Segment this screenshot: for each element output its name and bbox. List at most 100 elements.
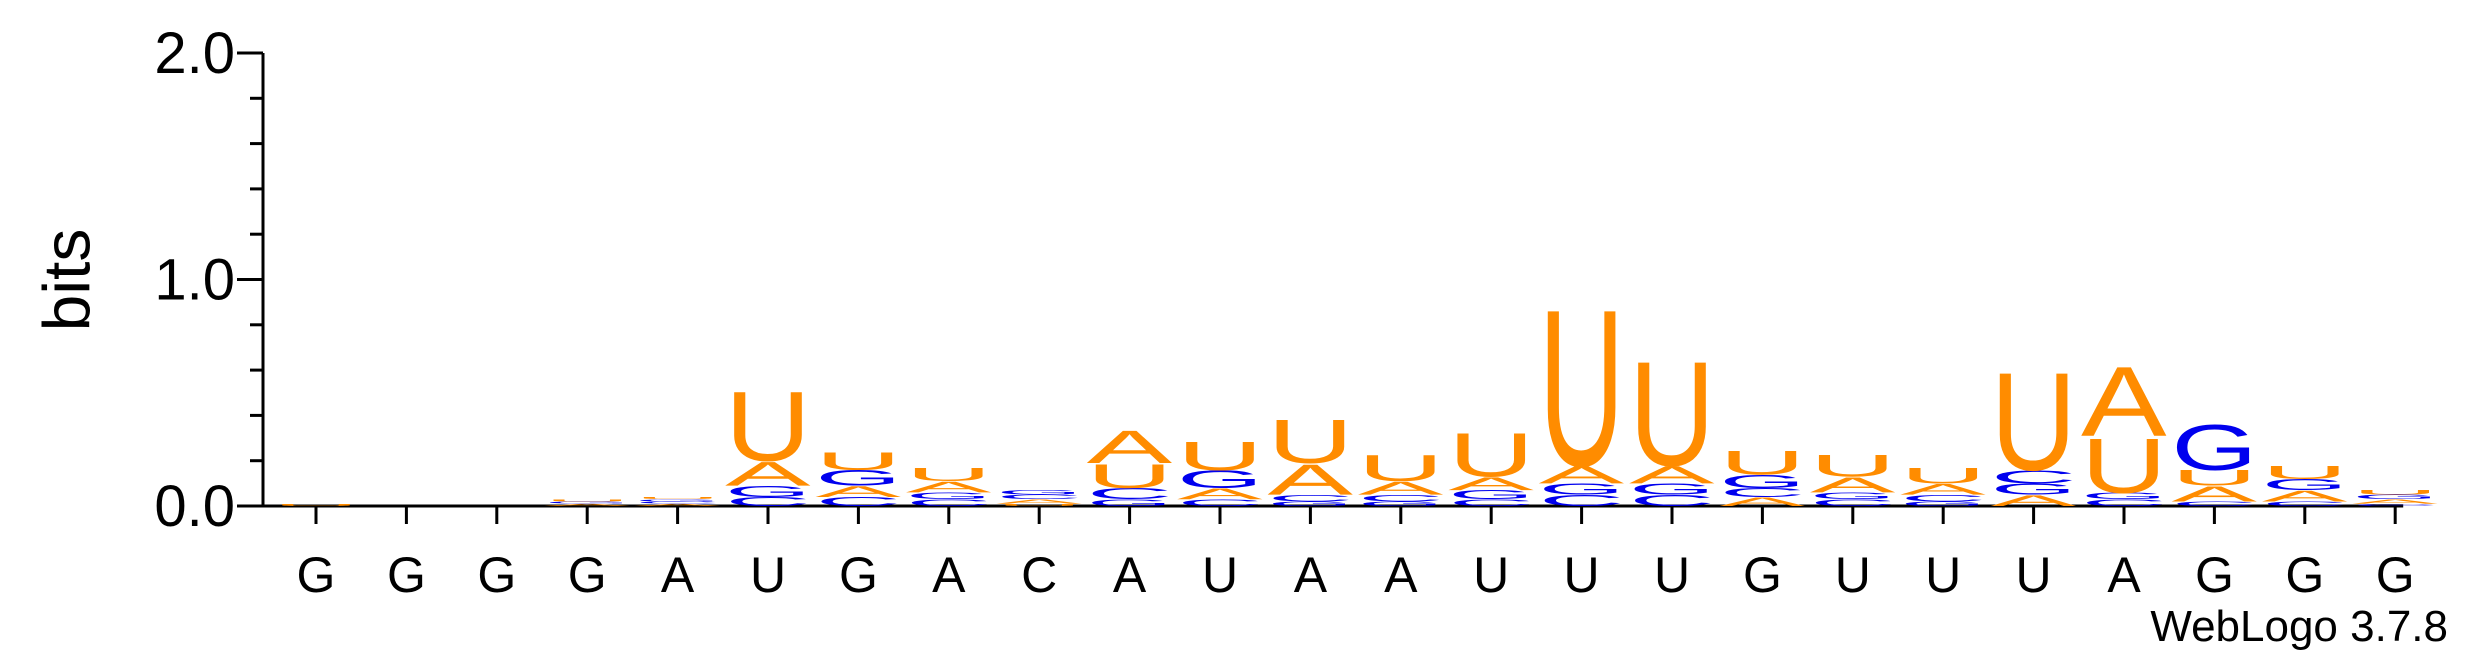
x-tick-label: A xyxy=(661,547,695,603)
logo-letter: C xyxy=(1810,498,1896,508)
footer: WebLogo 3.7.8 xyxy=(2150,602,2448,651)
x-tick-label: G xyxy=(839,547,878,603)
logo-letter: G xyxy=(725,483,811,500)
logo-letter: G xyxy=(1719,471,1805,492)
logo-letter: U xyxy=(1358,447,1444,489)
logo-letter: U xyxy=(2171,466,2257,490)
logo-letter: U xyxy=(635,496,721,499)
logo-letter: G xyxy=(1991,481,2077,498)
logo-letter: A xyxy=(906,478,992,495)
logo-letter: U xyxy=(2262,462,2348,483)
x-tick-label: G xyxy=(297,547,336,603)
logo-letter: C xyxy=(1267,493,1353,503)
logo-letter: U xyxy=(544,499,630,502)
logo-letter: C xyxy=(1358,493,1444,503)
logo-letter: C xyxy=(2352,503,2438,506)
logo-letter: U xyxy=(725,372,811,483)
logo-letter: U xyxy=(2352,489,2438,496)
x-tick-label: A xyxy=(932,547,966,603)
logo-letter: U xyxy=(906,464,992,485)
logo-letter: A xyxy=(1539,461,1625,489)
x-tick-label: U xyxy=(750,547,786,603)
logo-letter: C xyxy=(1991,467,2077,488)
logo-letter: G xyxy=(2171,412,2257,485)
y-tick-label: 0.0 xyxy=(154,474,235,539)
logo-letter: G xyxy=(1900,500,1986,507)
logo-letter: A xyxy=(2352,498,2438,505)
logo-letter: C xyxy=(815,495,901,509)
logo-letter: C xyxy=(1629,492,1715,509)
logo-letter: A xyxy=(1991,492,2077,509)
x-tick-label: G xyxy=(1743,547,1782,603)
x-tick-label: U xyxy=(1473,547,1509,603)
logo-letter: C xyxy=(1087,485,1173,502)
logo-letter: G xyxy=(2262,476,2348,493)
logo-letter: C xyxy=(1539,492,1625,509)
logo-letter: G xyxy=(906,491,992,501)
logo-letter: U xyxy=(1900,464,1986,488)
logo-letter: G xyxy=(815,466,901,490)
x-tick-label: C xyxy=(1021,547,1057,603)
logo-letter: A xyxy=(725,455,811,493)
x-tick-label: G xyxy=(568,547,607,603)
logo-letter: U xyxy=(273,503,359,506)
logo-letter: G xyxy=(1267,500,1353,507)
logo-letter: C xyxy=(1448,498,1534,508)
y-tick-label: 1.0 xyxy=(154,248,235,313)
logo-letter: A xyxy=(2081,347,2167,458)
logo-letter: A xyxy=(1358,478,1444,499)
logo-letter: A xyxy=(1448,473,1534,494)
logo-letter: A xyxy=(815,483,901,500)
x-tick-label: U xyxy=(1654,547,1690,603)
logo-letter: C xyxy=(1719,486,1805,500)
x-tick-label: U xyxy=(1202,547,1238,603)
logo-letter: A xyxy=(1629,461,1715,489)
x-tick-label: A xyxy=(1384,547,1418,603)
logo-letter: U xyxy=(2081,423,2167,510)
logo-letter: A xyxy=(1087,421,1173,473)
logo-letter: C xyxy=(635,501,721,504)
logo-letter: U xyxy=(1448,421,1534,490)
x-tick-label: G xyxy=(2195,547,2234,603)
x-tick-label: U xyxy=(1835,547,1871,603)
logo-letter: G xyxy=(1087,498,1173,508)
logo-letter: U xyxy=(1267,407,1353,476)
logo-letter: G xyxy=(996,489,1082,496)
x-tick-label: G xyxy=(477,547,516,603)
x-tick-label: G xyxy=(2376,547,2415,603)
logo-letter: G xyxy=(1629,481,1715,498)
logo-letter: U xyxy=(1539,263,1625,513)
logo-letter: C xyxy=(2081,498,2167,508)
logo-letter: G xyxy=(544,501,630,504)
logo-letter: A xyxy=(1719,495,1805,509)
logo-letter: G xyxy=(1539,481,1625,498)
logo-letter: G xyxy=(2352,494,2438,501)
x-tick-label: U xyxy=(1564,547,1600,603)
logo-letter: C xyxy=(1177,498,1263,508)
logo-letter: C xyxy=(725,495,811,509)
logo-letter: U xyxy=(1810,449,1896,484)
logo-letter: G xyxy=(1177,465,1263,493)
logo-letter: C xyxy=(996,494,1082,501)
logo-letter: U xyxy=(1629,330,1715,497)
logo-letter: C xyxy=(906,498,992,508)
logo-letter: U xyxy=(1719,443,1805,481)
logo-letter: U xyxy=(1991,343,2077,500)
x-tick-label: G xyxy=(387,547,426,603)
x-tick-label: U xyxy=(1925,547,1961,603)
x-tick-label: A xyxy=(2107,547,2141,603)
x-tick-label: A xyxy=(1113,547,1147,603)
logo-letter: C xyxy=(2262,500,2348,507)
x-tick-label: A xyxy=(1294,547,1328,603)
logo-letter: A xyxy=(2171,482,2257,506)
logo-letter: U xyxy=(815,448,901,476)
logo-letter: G xyxy=(635,499,721,502)
y-tick-label: 2.0 xyxy=(154,21,235,86)
logo-letter: A xyxy=(544,503,630,506)
logo-letter: G xyxy=(2081,491,2167,501)
logo-letter: A xyxy=(1900,481,1986,498)
logo-letter: A xyxy=(1810,473,1896,497)
logo-letter: U xyxy=(1177,433,1263,478)
